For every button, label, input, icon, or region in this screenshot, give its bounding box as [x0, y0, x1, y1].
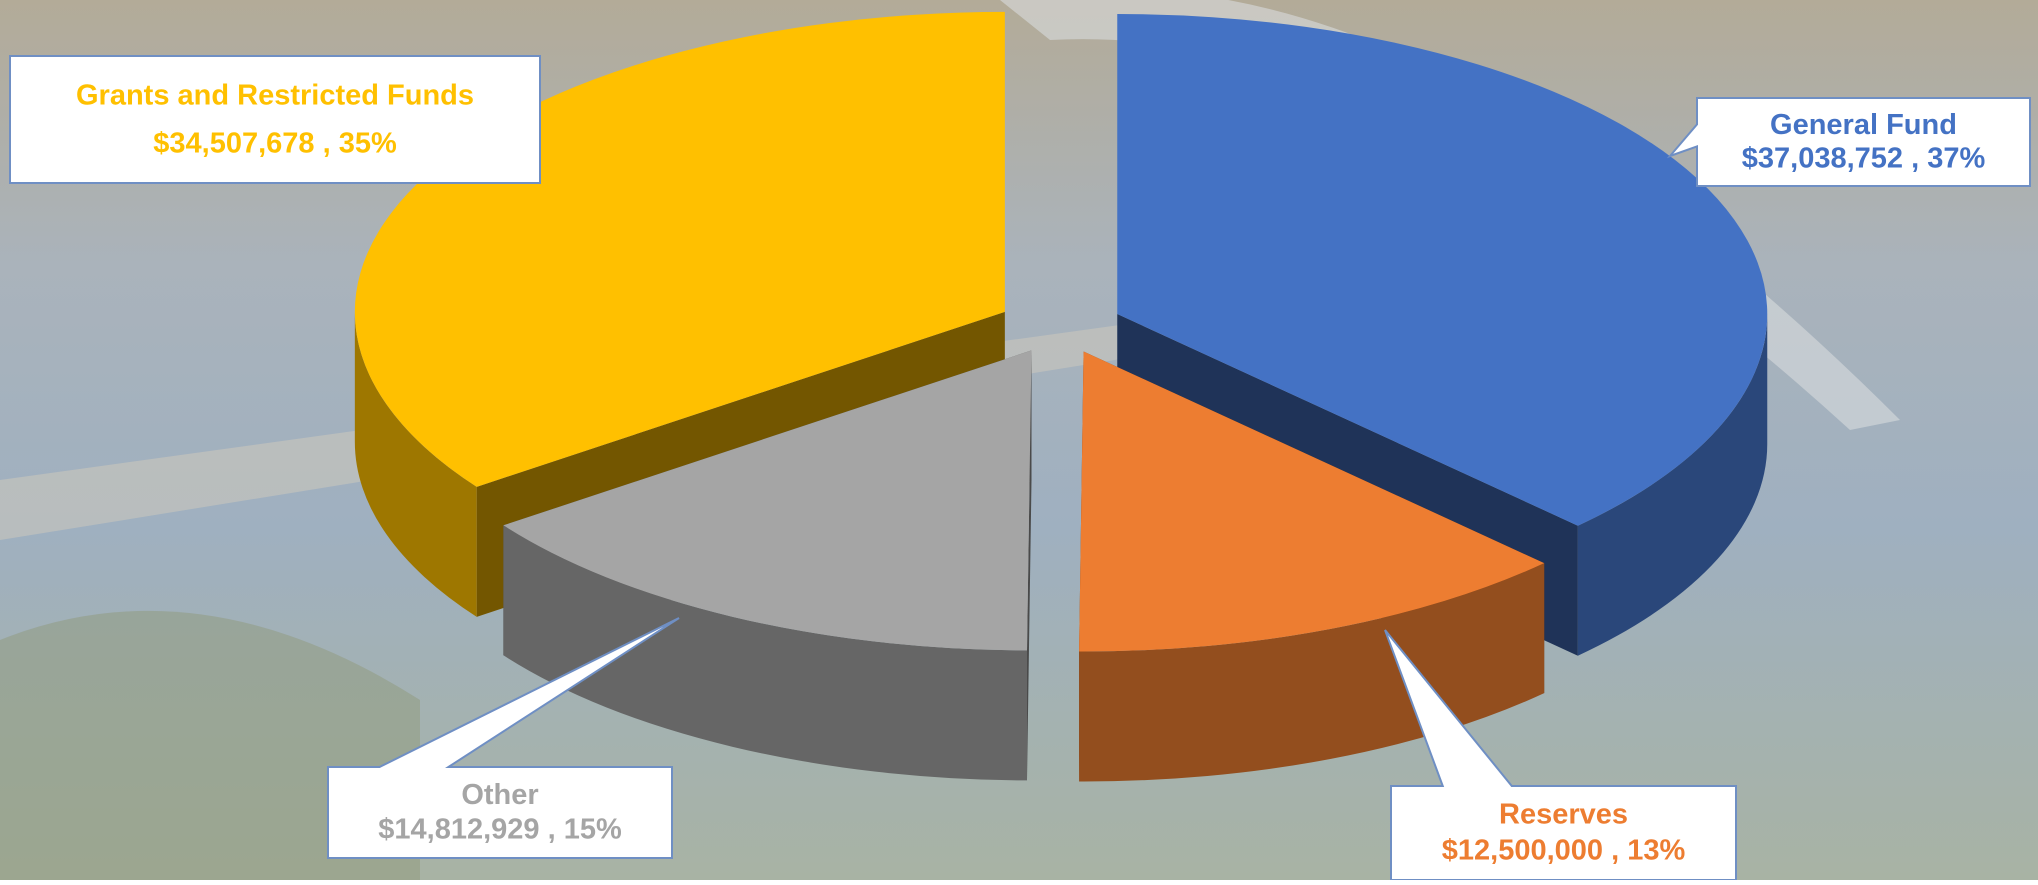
label-value: $12,500,000 , 13% — [1442, 834, 1686, 866]
data-label: General Fund$37,038,752 , 37% — [1670, 98, 2030, 186]
label-category: General Fund — [1770, 109, 1957, 141]
label-value: $34,507,678 , 35% — [153, 128, 397, 160]
label-value: $14,812,929 , 15% — [378, 813, 622, 845]
label-category: Reserves — [1499, 799, 1628, 831]
label-value: $37,038,752 , 37% — [1742, 142, 1986, 174]
label-box — [10, 56, 540, 183]
data-label: Grants and Restricted Funds $34,507,678 ,… — [10, 56, 540, 183]
page: General Fund$37,038,752 , 37% Reserves$12… — [0, 0, 2038, 880]
chart: General Fund$37,038,752 , 37% Reserves$12… — [0, 0, 2038, 880]
label-category: Grants and Restricted Funds — [76, 79, 474, 111]
label-category: Other — [461, 779, 538, 811]
